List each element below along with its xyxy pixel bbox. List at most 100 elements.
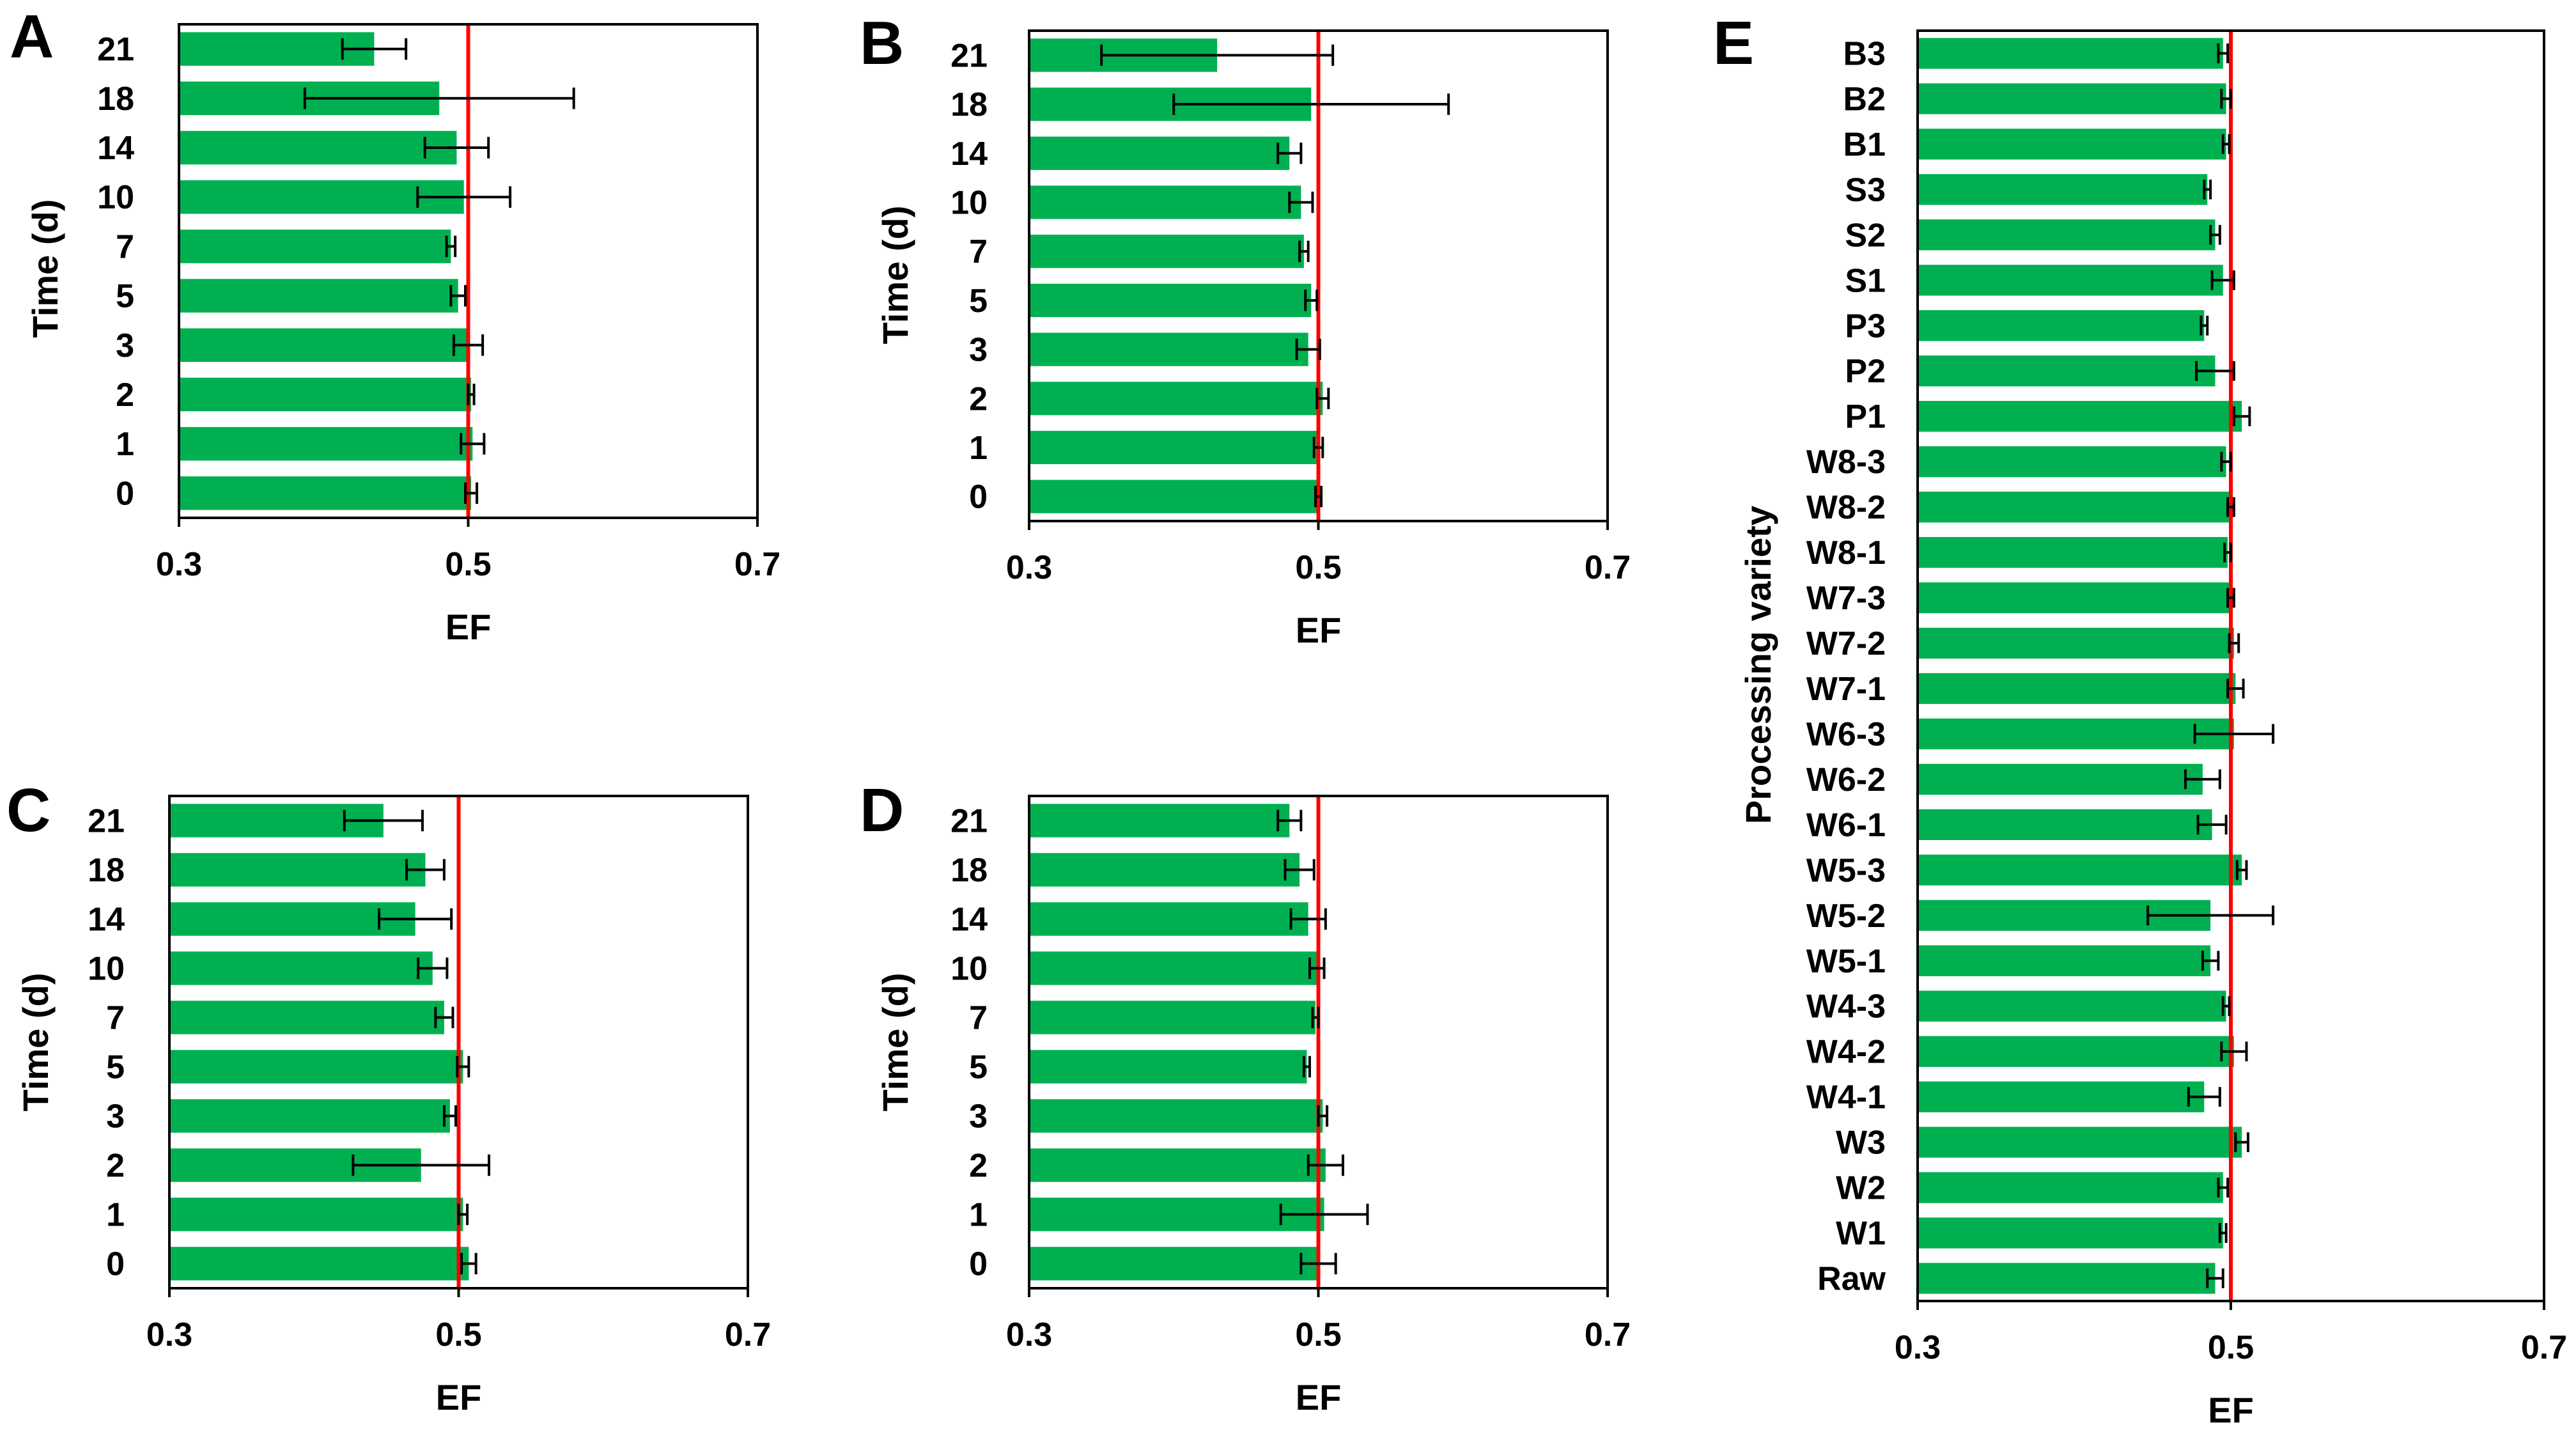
category-label: 1 — [969, 1197, 988, 1234]
category-label: P1 — [1845, 398, 1886, 435]
error-bar-2 — [467, 384, 476, 405]
error-bar-10 — [417, 957, 449, 979]
x-tick-label: 0.5 — [2208, 1329, 2254, 1366]
bar-0 — [169, 1247, 469, 1281]
error-bar-10 — [1288, 191, 1314, 214]
error-bar-3 — [452, 334, 485, 356]
error-bar-w4-3 — [2221, 996, 2231, 1017]
x-axis-title: EF — [446, 607, 492, 647]
x-tick-label: 0.7 — [1585, 1316, 1631, 1353]
bar-b2 — [1918, 83, 2226, 114]
error-bar-w7-2 — [2228, 633, 2240, 653]
category-label: 3 — [969, 1098, 988, 1135]
error-bar-5 — [1302, 1056, 1311, 1078]
category-label: 1 — [969, 430, 988, 467]
error-bar-b3 — [2217, 43, 2230, 63]
error-bar-0 — [1314, 485, 1323, 508]
error-bar-0 — [1300, 1252, 1337, 1275]
category-label: 3 — [106, 1098, 125, 1135]
error-bar-2 — [1315, 387, 1330, 409]
category-label: W5-1 — [1806, 943, 1886, 980]
bar-w5-1 — [1918, 945, 2211, 976]
bar-raw — [1918, 1263, 2215, 1294]
bar-14 — [169, 902, 415, 936]
category-label: W5-2 — [1806, 898, 1886, 935]
bar-w2 — [1918, 1172, 2223, 1203]
category-label: 3 — [969, 332, 988, 369]
error-bar-w1 — [2218, 1223, 2228, 1243]
x-tick-label: 0.3 — [146, 1316, 192, 1353]
bar-1 — [1029, 430, 1319, 465]
x-axis-title: EF — [1296, 610, 1342, 650]
error-bar-14 — [1276, 143, 1303, 164]
x-tick-label: 0.5 — [1295, 1316, 1341, 1353]
category-label: 10 — [950, 951, 988, 988]
x-axis-title: EF — [436, 1377, 482, 1417]
error-bar-b1 — [2221, 134, 2231, 154]
error-bar-raw — [2206, 1268, 2224, 1288]
x-tick-label: 0.7 — [725, 1316, 771, 1353]
category-label: W5-3 — [1806, 852, 1886, 889]
bar-w4-2 — [1918, 1036, 2234, 1067]
error-bar-2 — [352, 1154, 491, 1176]
bar-2 — [179, 377, 472, 412]
category-label: 7 — [116, 228, 134, 265]
category-label: 18 — [950, 852, 988, 889]
bar-s3 — [1918, 174, 2208, 205]
y-axis-title: Processing variety — [1738, 506, 1778, 824]
category-label: 10 — [88, 951, 125, 988]
error-bar-3 — [442, 1105, 457, 1127]
error-bar-w6-3 — [2193, 724, 2275, 744]
error-bar-7 — [445, 235, 457, 258]
bar-w8-1 — [1918, 536, 2228, 568]
y-axis-title: Time (d) — [875, 973, 915, 1112]
x-tick-label: 0.5 — [1295, 549, 1341, 586]
panel-letter: C — [6, 776, 50, 845]
category-label: 0 — [106, 1246, 125, 1283]
bar-w6-1 — [1918, 809, 2212, 841]
bar-0 — [1029, 1247, 1319, 1281]
bar-18 — [1029, 853, 1300, 887]
category-label: W6-2 — [1806, 761, 1886, 799]
error-bar-w7-1 — [2226, 678, 2245, 699]
error-bar-w8-2 — [2226, 497, 2235, 517]
category-label: 0 — [116, 475, 134, 512]
error-bar-21 — [341, 38, 408, 60]
category-label: S1 — [1845, 262, 1886, 299]
chart-panel-e: E B3 B2 B1 S3 S2 S1 P3 P2 P1 W8-3 W8-2 W8-1 W7-3 W7-2 W… — [1713, 9, 2567, 1430]
x-tick-label: 0.7 — [1585, 549, 1631, 586]
error-bar-14 — [378, 908, 453, 930]
y-axis-title: Time (d) — [15, 973, 56, 1112]
x-tick-label: 0.3 — [1895, 1329, 1941, 1366]
error-bar-18 — [1284, 859, 1315, 881]
error-bar-5 — [1304, 290, 1319, 311]
error-bar-w5-1 — [2201, 951, 2220, 971]
category-label: W7-3 — [1806, 580, 1886, 617]
category-label: 2 — [969, 380, 988, 417]
y-axis-title: Time (d) — [875, 206, 915, 345]
x-tick-label: 0.3 — [1006, 549, 1052, 586]
error-bar-7 — [434, 1006, 454, 1029]
category-label: W4-3 — [1806, 988, 1886, 1025]
error-bar-p3 — [2200, 315, 2209, 336]
bar-b1 — [1918, 129, 2226, 160]
category-label: 10 — [950, 184, 988, 221]
category-label: 2 — [116, 377, 134, 414]
panel-letter: D — [860, 776, 904, 845]
bar-5 — [169, 1050, 463, 1084]
bar-0 — [1029, 479, 1319, 513]
error-bar-10 — [1308, 957, 1326, 979]
category-label: W7-2 — [1806, 625, 1886, 662]
bar-5 — [1029, 283, 1312, 317]
panel-letter: A — [10, 3, 54, 71]
category-label: 0 — [969, 479, 988, 516]
category-label: 14 — [950, 901, 988, 939]
bar-w7-3 — [1918, 582, 2231, 614]
panel-letter: E — [1713, 9, 1754, 77]
error-bar-1 — [1279, 1203, 1369, 1226]
bar-14 — [1029, 902, 1308, 936]
bar-0 — [179, 476, 472, 510]
